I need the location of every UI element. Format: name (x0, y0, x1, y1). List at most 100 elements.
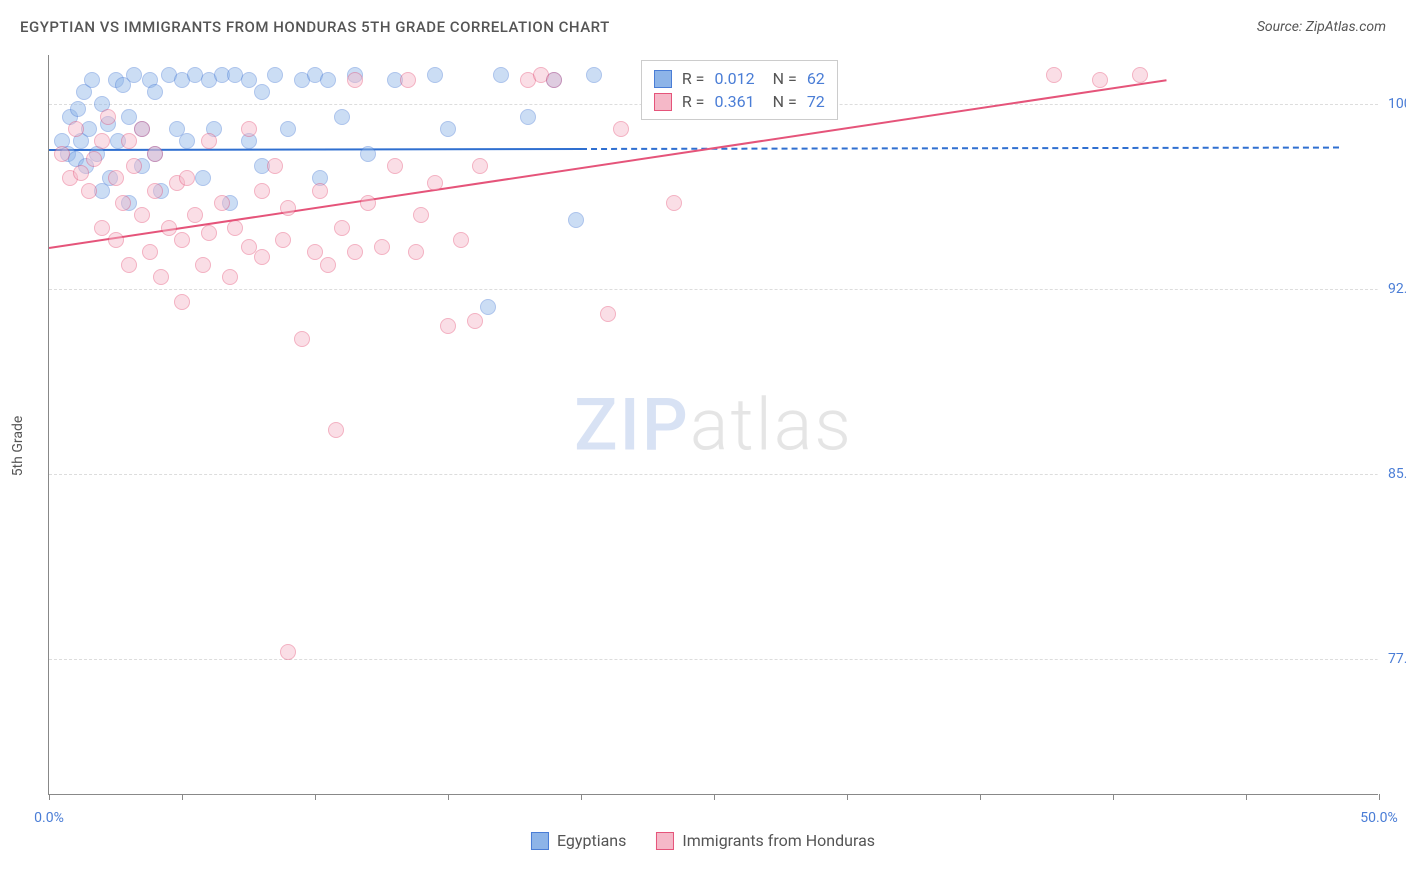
data-point-honduras (115, 195, 131, 211)
stats-panel: R = 0.012 N = 62R = 0.361 N = 72 (641, 60, 838, 120)
data-point-honduras (153, 269, 169, 285)
data-point-egyptians (195, 170, 211, 186)
stat-R-label: R = (682, 69, 705, 88)
data-point-honduras (254, 183, 270, 199)
data-point-honduras (1092, 72, 1108, 88)
data-point-egyptians (520, 109, 536, 125)
data-point-honduras (387, 158, 403, 174)
x-tick (980, 794, 981, 800)
data-point-egyptians (320, 72, 336, 88)
stat-N-value: 72 (807, 92, 825, 111)
data-point-egyptians (480, 299, 496, 315)
legend-swatch-honduras (656, 832, 674, 850)
data-point-honduras (472, 158, 488, 174)
data-point-egyptians (360, 146, 376, 162)
x-tick (182, 794, 183, 800)
data-point-honduras (201, 225, 217, 241)
data-point-honduras (294, 331, 310, 347)
y-tick-label: 77.5% (1378, 651, 1406, 667)
data-point-honduras (267, 158, 283, 174)
data-point-honduras (374, 239, 390, 255)
data-point-honduras (108, 232, 124, 248)
swatch-honduras (654, 93, 672, 111)
data-point-honduras (121, 133, 137, 149)
stat-R-value: 0.012 (714, 69, 754, 88)
data-point-egyptians (586, 67, 602, 83)
data-point-honduras (174, 294, 190, 310)
data-point-honduras (613, 121, 629, 137)
data-point-honduras (467, 313, 483, 329)
data-point-honduras (427, 175, 443, 191)
data-point-honduras (73, 165, 89, 181)
stat-N-label: N = (773, 92, 797, 111)
data-point-honduras (161, 220, 177, 236)
data-point-honduras (86, 151, 102, 167)
data-point-honduras (147, 146, 163, 162)
data-point-honduras (147, 183, 163, 199)
data-point-egyptians (126, 67, 142, 83)
data-point-egyptians (568, 212, 584, 228)
data-point-honduras (195, 257, 211, 273)
y-tick-label: 85.0% (1378, 466, 1406, 482)
data-point-honduras (440, 318, 456, 334)
data-point-honduras (400, 72, 416, 88)
stat-R-value: 0.361 (714, 92, 754, 111)
data-point-honduras (320, 257, 336, 273)
legend-item-egyptians: Egyptians (531, 831, 626, 850)
watermark-atlas: atlas (690, 382, 853, 467)
data-point-honduras (360, 195, 376, 211)
data-point-honduras (126, 158, 142, 174)
data-point-egyptians (241, 72, 257, 88)
gridline (49, 289, 1378, 290)
data-point-honduras (81, 183, 97, 199)
scatter-plot-area: ZIPatlas 77.5%85.0%92.5%100.0%0.0%50.0%R… (48, 55, 1378, 795)
data-point-honduras (134, 207, 150, 223)
data-point-honduras (307, 244, 323, 260)
data-point-honduras (413, 207, 429, 223)
data-point-egyptians (427, 67, 443, 83)
data-point-honduras (54, 146, 70, 162)
data-point-honduras (94, 220, 110, 236)
y-tick-label: 92.5% (1378, 281, 1406, 297)
x-tick-label: 0.0% (34, 810, 64, 826)
data-point-egyptians (280, 121, 296, 137)
data-point-honduras (174, 232, 190, 248)
data-point-egyptians (334, 109, 350, 125)
x-tick (448, 794, 449, 800)
data-point-honduras (214, 195, 230, 211)
x-tick (581, 794, 582, 800)
data-point-honduras (334, 220, 350, 236)
data-point-honduras (222, 269, 238, 285)
data-point-honduras (134, 121, 150, 137)
data-point-honduras (600, 306, 616, 322)
data-point-honduras (347, 244, 363, 260)
data-point-honduras (275, 232, 291, 248)
y-tick-label: 100.0% (1378, 96, 1406, 112)
data-point-honduras (241, 121, 257, 137)
data-point-honduras (108, 170, 124, 186)
x-tick (1379, 794, 1380, 800)
stats-row-egyptians: R = 0.012 N = 62 (654, 67, 825, 90)
watermark: ZIPatlas (574, 382, 853, 467)
data-point-honduras (347, 72, 363, 88)
legend-swatch-egyptians (531, 832, 549, 850)
x-tick (315, 794, 316, 800)
data-point-honduras (94, 133, 110, 149)
stat-N-label: N = (773, 69, 797, 88)
data-point-honduras (142, 244, 158, 260)
data-point-honduras (328, 422, 344, 438)
data-point-honduras (100, 109, 116, 125)
x-tick (49, 794, 50, 800)
data-point-egyptians (493, 67, 509, 83)
source-attribution: Source: ZipAtlas.com (1257, 19, 1386, 35)
x-tick (1246, 794, 1247, 800)
swatch-egyptians (654, 70, 672, 88)
data-point-honduras (546, 72, 562, 88)
x-tick (847, 794, 848, 800)
legend-label-egyptians: Egyptians (557, 831, 626, 850)
data-point-honduras (280, 644, 296, 660)
data-point-egyptians (84, 72, 100, 88)
data-point-honduras (227, 220, 243, 236)
stat-N-value: 62 (807, 69, 825, 88)
data-point-honduras (408, 244, 424, 260)
